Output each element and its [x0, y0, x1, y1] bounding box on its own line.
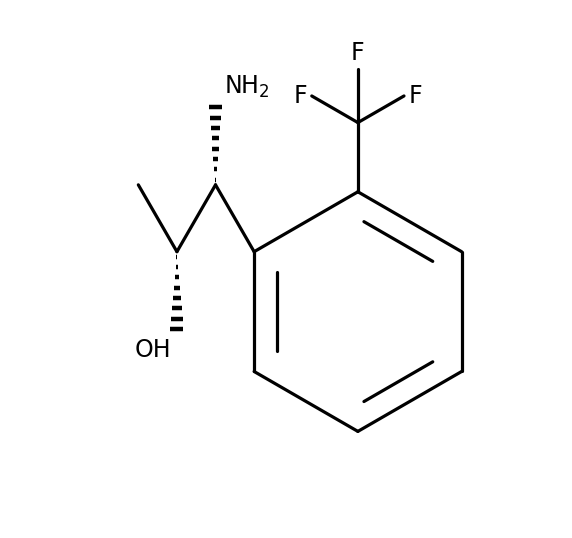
- Text: OH: OH: [135, 338, 172, 363]
- Text: NH$_2$: NH$_2$: [224, 74, 269, 100]
- Text: F: F: [351, 41, 365, 65]
- Text: F: F: [408, 84, 422, 108]
- Text: F: F: [294, 84, 308, 108]
